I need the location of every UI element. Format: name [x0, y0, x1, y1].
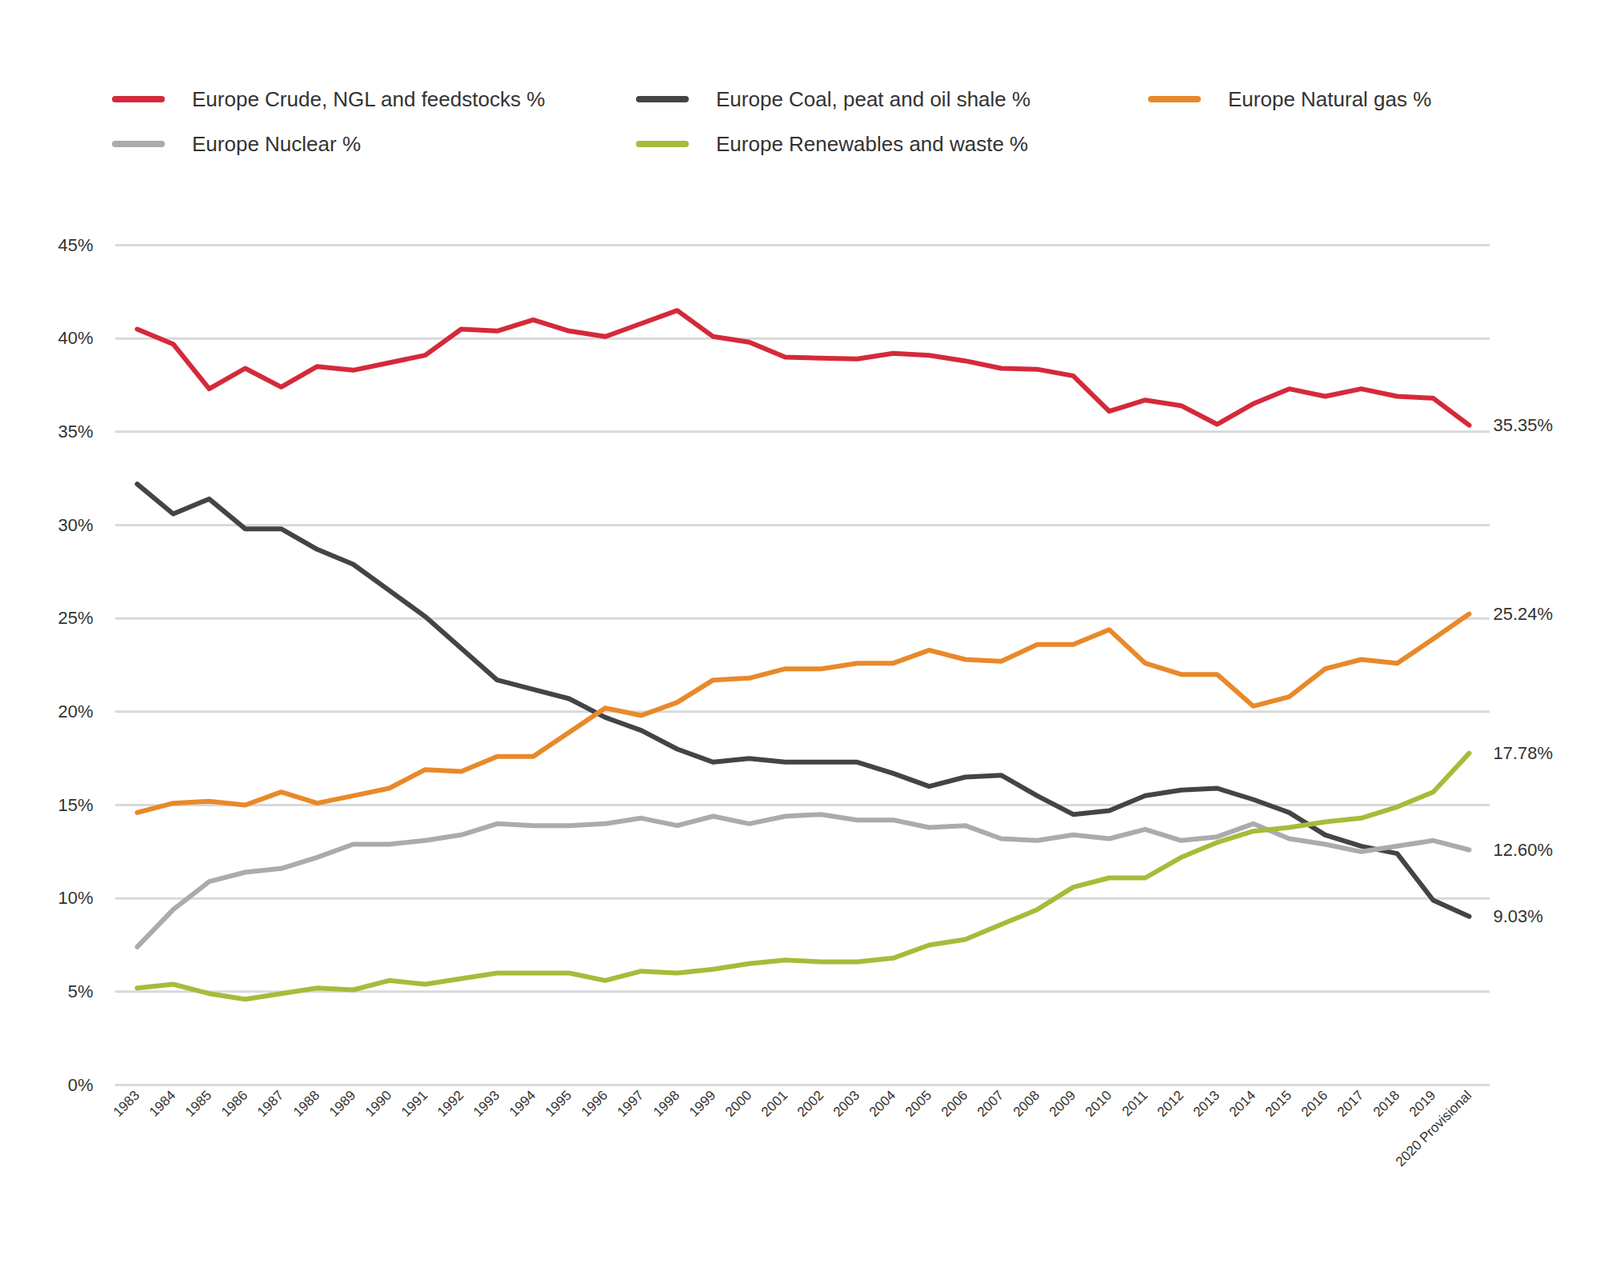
svg-text:1996: 1996: [578, 1088, 611, 1120]
svg-text:1986: 1986: [218, 1088, 251, 1120]
svg-text:1993: 1993: [470, 1088, 503, 1120]
svg-text:1988: 1988: [290, 1088, 323, 1120]
svg-text:12.60%: 12.60%: [1493, 840, 1554, 860]
svg-text:1983: 1983: [110, 1088, 143, 1120]
svg-text:1985: 1985: [182, 1088, 215, 1120]
html-text:Europe Nuclear %: Europe Nuclear %: [192, 131, 361, 156]
svg-text:1998: 1998: [650, 1088, 683, 1120]
svg-text:1995: 1995: [542, 1088, 575, 1120]
svg-text:45%: 45%: [57, 235, 93, 256]
svg-text:2012: 2012: [1154, 1088, 1187, 1120]
svg-text:2005: 2005: [902, 1088, 935, 1120]
svg-text:1997: 1997: [614, 1088, 647, 1120]
svg-text:2004: 2004: [866, 1088, 899, 1120]
svg-text:2014: 2014: [1226, 1088, 1259, 1120]
svg-text:17.78%: 17.78%: [1493, 743, 1554, 764]
svg-text:0%: 0%: [68, 1075, 94, 1096]
svg-text:2011: 2011: [1119, 1088, 1151, 1120]
svg-text:9.03%: 9.03%: [1493, 906, 1544, 927]
svg-text:1992: 1992: [434, 1088, 467, 1120]
svg-text:2017: 2017: [1334, 1088, 1367, 1120]
svg-text:20%: 20%: [57, 701, 93, 722]
svg-text:2003: 2003: [830, 1088, 863, 1120]
svg-text:2008: 2008: [1010, 1088, 1043, 1120]
svg-text:1999: 1999: [686, 1088, 719, 1120]
svg-text:2007: 2007: [974, 1088, 1007, 1120]
svg-text:2015: 2015: [1262, 1088, 1295, 1120]
svg-text:25.24%: 25.24%: [1493, 604, 1554, 624]
svg-text:35.35%: 35.35%: [1493, 415, 1554, 436]
svg-text:30%: 30%: [57, 515, 93, 536]
svg-text:40%: 40%: [57, 328, 93, 348]
svg-text:2010: 2010: [1082, 1088, 1115, 1120]
svg-text:10%: 10%: [57, 888, 93, 908]
svg-text:2019: 2019: [1406, 1088, 1439, 1120]
svg-text:1994: 1994: [506, 1088, 539, 1120]
svg-text:2006: 2006: [938, 1088, 971, 1120]
html-text:Europe Natural gas %: Europe Natural gas %: [1228, 86, 1432, 111]
svg-text:15%: 15%: [57, 795, 93, 816]
html-text:Europe Renewables and waste %: Europe Renewables and waste %: [716, 131, 1029, 156]
svg-text:2000: 2000: [722, 1088, 755, 1120]
svg-text:2002: 2002: [794, 1088, 827, 1120]
svg-text:2009: 2009: [1046, 1088, 1079, 1120]
svg-text:1984: 1984: [146, 1088, 179, 1120]
svg-text:2016: 2016: [1298, 1088, 1331, 1120]
svg-text:1987: 1987: [254, 1088, 287, 1120]
svg-text:2018: 2018: [1370, 1088, 1403, 1120]
html-text:Europe Coal, peat and oil shal: Europe Coal, peat and oil shale %: [716, 86, 1031, 111]
svg-text:2013: 2013: [1190, 1088, 1223, 1120]
svg-text:2001: 2001: [758, 1088, 791, 1120]
svg-text:35%: 35%: [57, 421, 93, 442]
svg-text:1990: 1990: [362, 1088, 395, 1120]
html-text:Europe Crude, NGL and feedstoc: Europe Crude, NGL and feedstocks %: [192, 86, 546, 111]
svg-text:25%: 25%: [57, 608, 93, 628]
svg-text:1991: 1991: [398, 1088, 431, 1120]
svg-text:2020 Provisional: 2020 Provisional: [1392, 1088, 1475, 1170]
svg-text:5%: 5%: [68, 981, 94, 1002]
svg-text:1989: 1989: [326, 1088, 359, 1120]
